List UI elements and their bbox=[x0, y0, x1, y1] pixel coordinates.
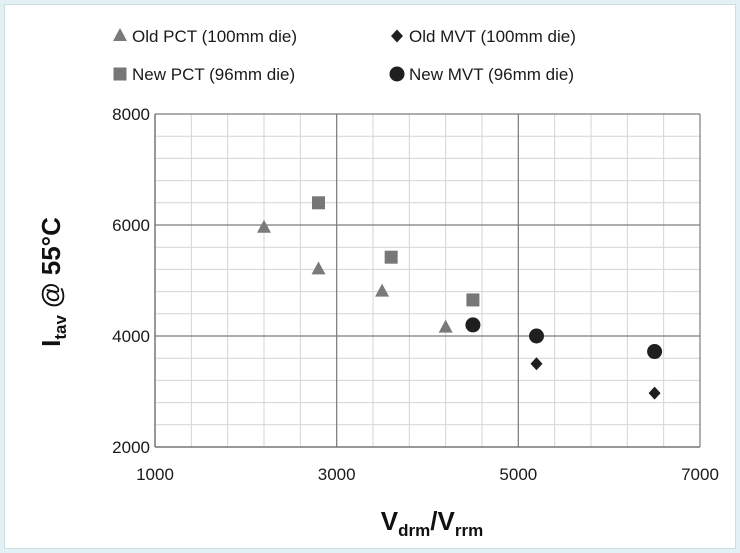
data-point-diamond bbox=[648, 386, 661, 400]
legend-marker-circle bbox=[389, 66, 405, 82]
y-axis-title: Itav @ 55°C bbox=[36, 217, 70, 347]
legend-marker-square bbox=[113, 67, 127, 81]
x-tick-label: 7000 bbox=[681, 465, 719, 484]
data-point-triangle bbox=[257, 219, 271, 233]
x-tick-label: 3000 bbox=[318, 465, 356, 484]
x-tick-label: 5000 bbox=[499, 465, 537, 484]
data-point-triangle bbox=[438, 319, 453, 333]
data-point-triangle bbox=[375, 283, 390, 297]
legend-entry: Old PCT (100mm die) bbox=[113, 27, 297, 46]
axes: 1000 3000 5000 7000 2000 4000 6000 8000 bbox=[112, 105, 719, 484]
legend-label: New MVT (96mm die) bbox=[409, 65, 574, 84]
y-tick-label: 4000 bbox=[112, 327, 150, 346]
data-point-diamond bbox=[530, 357, 543, 371]
data-marks bbox=[257, 196, 663, 400]
data-point-triangle bbox=[311, 261, 326, 275]
legend-entry: Old MVT (100mm die) bbox=[391, 27, 576, 46]
y-tick-label: 8000 bbox=[112, 105, 150, 124]
x-axis-title: Vdrm/Vrrm bbox=[381, 506, 483, 540]
data-point-circle bbox=[529, 328, 544, 344]
legend-entry: New PCT (96mm die) bbox=[113, 65, 295, 84]
legend-entry: New MVT (96mm die) bbox=[389, 65, 574, 84]
legend-label: Old PCT (100mm die) bbox=[132, 27, 297, 46]
legend: Old PCT (100mm die) Old MVT (100mm die) Ne… bbox=[113, 27, 576, 84]
grid bbox=[154, 113, 701, 448]
legend-label: Old MVT (100mm die) bbox=[409, 27, 576, 46]
data-point-circle bbox=[647, 344, 663, 360]
legend-marker-triangle bbox=[113, 28, 127, 41]
y-tick-label: 2000 bbox=[112, 438, 150, 457]
y-tick-label: 6000 bbox=[112, 216, 150, 235]
legend-label: New PCT (96mm die) bbox=[132, 65, 295, 84]
data-point-square bbox=[312, 196, 325, 210]
data-point-circle bbox=[465, 317, 481, 333]
data-point-square bbox=[466, 293, 480, 307]
data-point-square bbox=[384, 250, 398, 264]
chart-frame bbox=[4, 4, 736, 549]
x-tick-label: 1000 bbox=[136, 465, 174, 484]
legend-marker-diamond bbox=[391, 29, 403, 43]
